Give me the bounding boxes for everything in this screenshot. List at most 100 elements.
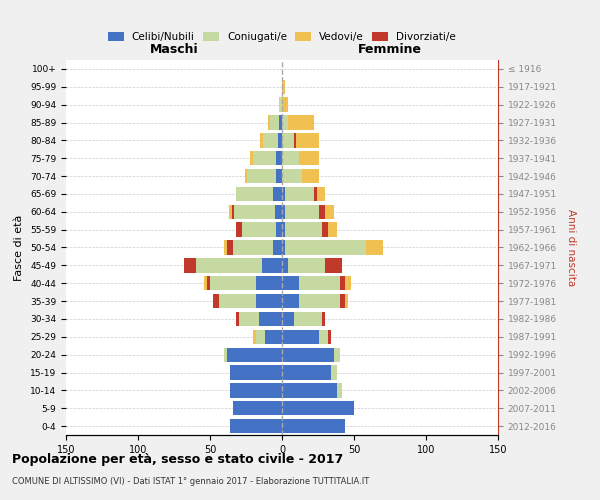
Bar — [293, 133, 296, 148]
Bar — [253, 330, 256, 344]
Bar — [260, 133, 263, 148]
Bar — [230, 366, 282, 380]
Bar — [274, 240, 282, 254]
Legend: Celibi/Nubili, Coniugati/e, Vedovi/e, Divorziati/e: Celibi/Nubili, Coniugati/e, Vedovi/e, Di… — [104, 28, 460, 46]
Bar — [288, 258, 325, 272]
Bar — [319, 330, 328, 344]
Y-axis label: Fasce di età: Fasce di età — [14, 214, 25, 280]
Bar — [239, 312, 259, 326]
Bar — [282, 222, 285, 237]
Bar — [235, 204, 275, 219]
Bar — [365, 240, 383, 254]
Bar — [288, 116, 314, 130]
Bar — [236, 312, 239, 326]
Bar — [282, 169, 302, 183]
Bar — [247, 169, 276, 183]
Text: Femmine: Femmine — [358, 44, 422, 57]
Bar — [210, 276, 256, 290]
Bar — [322, 312, 325, 326]
Bar — [256, 330, 265, 344]
Bar — [265, 330, 282, 344]
Bar — [346, 276, 351, 290]
Bar — [282, 383, 337, 398]
Bar — [213, 294, 218, 308]
Bar — [340, 276, 346, 290]
Bar — [282, 240, 285, 254]
Bar — [328, 330, 331, 344]
Bar — [230, 419, 282, 433]
Bar — [227, 348, 282, 362]
Bar — [259, 312, 282, 326]
Bar — [256, 276, 282, 290]
Bar — [285, 240, 365, 254]
Bar — [207, 276, 210, 290]
Bar — [263, 133, 278, 148]
Bar — [250, 151, 253, 166]
Bar — [218, 294, 256, 308]
Bar — [282, 312, 293, 326]
Bar — [230, 383, 282, 398]
Bar — [233, 401, 282, 415]
Bar — [256, 294, 282, 308]
Bar — [282, 187, 285, 201]
Bar — [346, 294, 348, 308]
Bar — [282, 419, 346, 433]
Bar — [282, 276, 299, 290]
Bar — [285, 222, 322, 237]
Bar — [274, 187, 282, 201]
Bar — [204, 276, 207, 290]
Bar — [276, 222, 282, 237]
Bar — [268, 116, 271, 130]
Bar — [282, 80, 285, 94]
Bar — [299, 294, 340, 308]
Bar — [282, 366, 331, 380]
Y-axis label: Anni di nascita: Anni di nascita — [566, 209, 577, 286]
Bar — [282, 348, 334, 362]
Bar — [224, 348, 227, 362]
Bar — [262, 258, 282, 272]
Bar — [293, 312, 322, 326]
Bar — [337, 383, 343, 398]
Bar — [196, 258, 262, 272]
Bar — [245, 169, 247, 183]
Bar — [325, 258, 343, 272]
Bar — [340, 294, 346, 308]
Bar — [282, 294, 299, 308]
Bar — [285, 204, 319, 219]
Text: Maschi: Maschi — [149, 44, 199, 57]
Bar — [299, 276, 340, 290]
Bar — [322, 222, 328, 237]
Bar — [302, 169, 319, 183]
Bar — [334, 348, 340, 362]
Bar — [282, 98, 288, 112]
Bar — [233, 240, 274, 254]
Bar — [317, 187, 325, 201]
Bar — [282, 151, 299, 166]
Bar — [253, 151, 276, 166]
Bar — [236, 222, 242, 237]
Bar — [242, 222, 276, 237]
Bar — [227, 240, 233, 254]
Bar — [282, 401, 354, 415]
Bar — [279, 98, 282, 112]
Bar — [271, 116, 279, 130]
Bar — [276, 151, 282, 166]
Bar — [319, 204, 325, 219]
Bar — [232, 204, 235, 219]
Bar — [229, 204, 232, 219]
Bar — [282, 330, 319, 344]
Bar — [314, 187, 317, 201]
Bar — [331, 366, 337, 380]
Bar — [282, 116, 288, 130]
Bar — [282, 204, 285, 219]
Bar — [282, 133, 293, 148]
Bar — [328, 222, 337, 237]
Bar — [278, 133, 282, 148]
Bar — [224, 240, 227, 254]
Bar — [184, 258, 196, 272]
Bar — [296, 133, 319, 148]
Bar — [299, 151, 319, 166]
Bar — [282, 258, 288, 272]
Bar — [276, 169, 282, 183]
Bar — [285, 187, 314, 201]
